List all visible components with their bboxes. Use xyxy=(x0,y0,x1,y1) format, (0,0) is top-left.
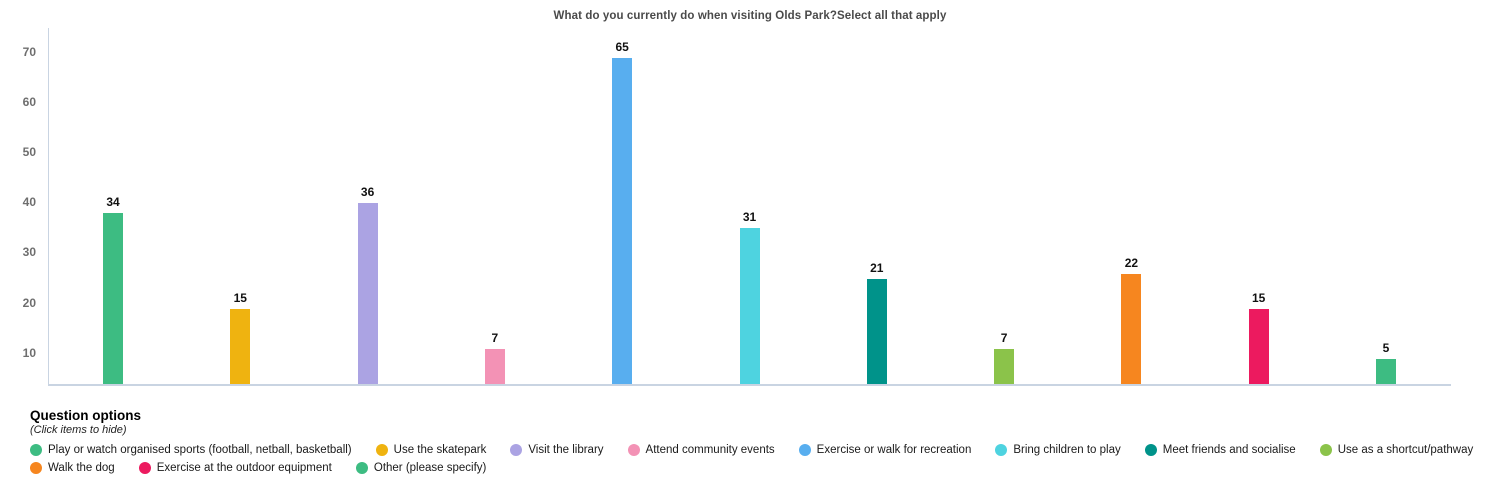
legend-item-label: Use as a shortcut/pathway xyxy=(1337,444,1474,456)
legend-swatch-icon xyxy=(375,444,388,456)
legend-swatch-icon xyxy=(798,444,811,456)
bar-value-label: 15 xyxy=(233,291,247,305)
bar-value-label: 34 xyxy=(106,195,120,209)
bar-11[interactable] xyxy=(1376,359,1396,384)
bar-value-label: 7 xyxy=(491,331,499,345)
bar-8[interactable] xyxy=(994,349,1015,384)
bar-5[interactable] xyxy=(612,58,633,384)
legend-swatch-icon xyxy=(1319,444,1332,456)
bar-1[interactable] xyxy=(103,213,123,384)
bar-4[interactable] xyxy=(484,349,505,384)
bar-9[interactable] xyxy=(1121,274,1142,384)
bar-value-label: 65 xyxy=(615,40,629,54)
bar-value-label: 31 xyxy=(742,210,757,224)
x-axis-line xyxy=(48,384,1451,386)
legend-swatch-icon xyxy=(510,444,523,456)
legend-item-8[interactable]: Use as a shortcut/pathway xyxy=(1319,444,1474,456)
bar-10[interactable] xyxy=(1248,309,1269,384)
bar-2[interactable] xyxy=(230,309,251,384)
y-tick-label: 50 xyxy=(22,145,36,159)
bar-value-label: 15 xyxy=(1252,291,1266,305)
legend-item-2[interactable]: Use the skatepark xyxy=(375,444,487,456)
legend-item-label: Bring children to play xyxy=(1013,444,1121,456)
legend-swatch-icon xyxy=(30,444,42,456)
legend-subtitle: (Click items to hide) xyxy=(30,424,127,436)
legend-swatch-icon xyxy=(30,462,42,474)
legend-row: Play or watch organised sports (football… xyxy=(30,444,1473,456)
chart-title: What do you currently do when visiting O… xyxy=(553,10,947,22)
legend-item-9[interactable]: Walk the dog xyxy=(30,462,115,474)
legend: Question options (Click items to hide) P… xyxy=(30,408,1473,474)
bar-3[interactable] xyxy=(357,203,378,384)
bar-7[interactable] xyxy=(866,279,887,384)
bar-value-label: 36 xyxy=(360,185,375,199)
bar-value-label: 5 xyxy=(1382,341,1390,355)
plot-area: 10 20 30 40 50 60 70 34 15 36 7 65 31 21 7 22 15 5 xyxy=(22,28,1451,386)
legend-item-1[interactable]: Play or watch organised sports (football… xyxy=(30,444,352,456)
bar-value-label: 7 xyxy=(1000,331,1008,345)
bar-value-label: 21 xyxy=(870,261,884,275)
legend-swatch-icon xyxy=(355,462,368,474)
legend-item-11[interactable]: Other (please specify) xyxy=(355,462,487,474)
legend-item-label: Walk the dog xyxy=(48,462,115,474)
legend-swatch-icon xyxy=(627,444,640,456)
bar-6[interactable] xyxy=(739,228,760,384)
legend-swatch-icon xyxy=(138,462,151,474)
legend-item-label: Exercise at the outdoor equipment xyxy=(156,462,332,474)
legend-item-10[interactable]: Exercise at the outdoor equipment xyxy=(138,462,332,474)
legend-item-4[interactable]: Attend community events xyxy=(627,444,775,456)
legend-item-7[interactable]: Meet friends and socialise xyxy=(1144,444,1296,456)
legend-swatch-icon xyxy=(995,444,1008,456)
legend-item-label: Meet friends and socialise xyxy=(1162,444,1296,456)
legend-item-label: Attend community events xyxy=(645,444,775,456)
bar-value-label: 22 xyxy=(1124,256,1139,270)
legend-item-label: Other (please specify) xyxy=(373,462,487,474)
y-tick-label: 60 xyxy=(22,94,36,109)
y-tick-label: 10 xyxy=(22,345,36,360)
y-tick-label: 30 xyxy=(22,245,36,260)
legend-title: Question options xyxy=(30,408,141,423)
y-tick-label: 70 xyxy=(22,44,36,59)
legend-swatch-icon xyxy=(1144,444,1157,456)
y-tick-label: 40 xyxy=(22,195,36,210)
legend-item-label: Use the skatepark xyxy=(393,444,487,456)
legend-item-label: Visit the library xyxy=(528,444,604,456)
legend-item-label: Exercise or walk for recreation xyxy=(816,444,972,456)
y-axis-line xyxy=(48,28,49,384)
legend-item-label: Play or watch organised sports (football… xyxy=(48,444,352,456)
legend-rows: Play or watch organised sports (football… xyxy=(30,444,1473,474)
legend-item-3[interactable]: Visit the library xyxy=(510,444,604,456)
legend-item-5[interactable]: Exercise or walk for recreation xyxy=(798,444,972,456)
legend-row: Walk the dog Exercise at the outdoor equi… xyxy=(30,462,1473,474)
legend-item-6[interactable]: Bring children to play xyxy=(995,444,1121,456)
y-tick-label: 20 xyxy=(22,295,36,310)
